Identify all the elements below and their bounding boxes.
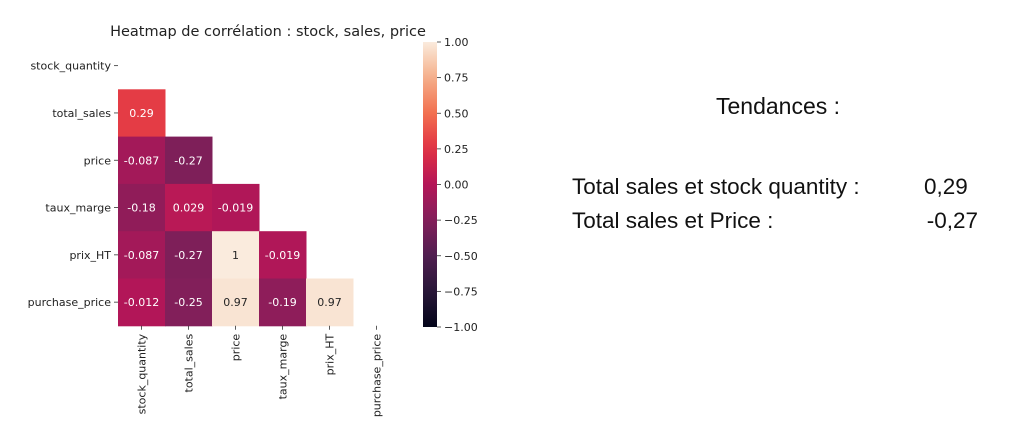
cell-value-label: -0.19 bbox=[268, 296, 296, 309]
colorbar-tick-label: −0.25 bbox=[444, 214, 478, 227]
correlation-heatmap: Heatmap de corrélation : stock, sales, p… bbox=[28, 24, 478, 418]
cell-value-label: 0.97 bbox=[317, 296, 342, 309]
colorbar-tick-label: 0.25 bbox=[444, 143, 469, 156]
colorbar-ticks: 1.00 0.75 0.50 0.25 0.00 −0.25 −0.50 −0.75 −1.00 bbox=[437, 36, 478, 334]
heatmap-cell bbox=[165, 231, 213, 279]
heatmap-cell bbox=[118, 136, 166, 185]
trend-row: Total sales et stock quantity : 0,29 bbox=[572, 170, 992, 204]
row-tick-label: price bbox=[84, 154, 112, 167]
cell-value-label: 0.029 bbox=[173, 202, 205, 215]
row-tick-label: prix_HT bbox=[69, 249, 111, 262]
colorbar-tick-label: 0.50 bbox=[444, 107, 469, 120]
trend-row: Total sales et Price : -0,27 bbox=[572, 204, 992, 238]
heatmap-cell bbox=[259, 278, 307, 327]
cell-value-label: -0.087 bbox=[124, 249, 159, 262]
cell-value-label: -0.087 bbox=[124, 154, 159, 167]
column-tick-label: purchase_price bbox=[371, 334, 384, 418]
colorbar-tick-label: −0.75 bbox=[444, 285, 478, 298]
heatmap-cell bbox=[165, 136, 213, 185]
cell-value-label: -0.012 bbox=[124, 296, 159, 309]
cell-value-label: -0.18 bbox=[127, 202, 155, 215]
heatmap-cell bbox=[259, 231, 307, 279]
trends-panel: Tendances : Total sales et stock quantit… bbox=[572, 93, 992, 238]
heatmap-cell bbox=[212, 278, 260, 327]
row-tick-label: taux_marge bbox=[45, 202, 111, 215]
heatmap-cell bbox=[212, 231, 260, 279]
row-tick-label: total_sales bbox=[52, 107, 111, 120]
cell-value-label: -0.019 bbox=[265, 249, 300, 262]
cell-value-label: 0.97 bbox=[223, 296, 248, 309]
heatmap-cell bbox=[118, 231, 166, 279]
heatmap-cell bbox=[118, 89, 166, 138]
trend-value: 0,29 bbox=[924, 174, 968, 199]
column-tick-label: total_sales bbox=[183, 334, 196, 393]
heatmap-cell bbox=[118, 183, 166, 232]
chart-title: Heatmap de corrélation : stock, sales, p… bbox=[110, 24, 426, 40]
cell-value-label: -0.27 bbox=[174, 154, 202, 167]
cell-value-label: 1 bbox=[232, 249, 239, 262]
colorbar bbox=[423, 42, 437, 327]
heatmap-cell bbox=[212, 183, 260, 232]
colorbar-tick-label: −0.50 bbox=[444, 250, 478, 263]
heatmap-cell bbox=[165, 183, 213, 232]
colorbar-tick-label: −1.00 bbox=[444, 321, 478, 334]
colorbar-tick-label: 1.00 bbox=[444, 36, 469, 49]
trend-label: Total sales et stock quantity : bbox=[572, 174, 860, 199]
cell-value-label: -0.27 bbox=[174, 249, 202, 262]
row-tick-label: purchase_price bbox=[28, 296, 112, 309]
trend-value: -0,27 bbox=[926, 208, 978, 233]
heatmap-cell bbox=[306, 278, 354, 327]
heatmap-cell bbox=[118, 278, 166, 327]
row-tick-label: stock_quantity bbox=[30, 60, 111, 73]
colorbar-tick-label: 0.75 bbox=[444, 72, 469, 85]
cell-value-label: 0.29 bbox=[129, 107, 154, 120]
column-tick-label: price bbox=[230, 334, 243, 362]
column-tick-labels: stock_quantity total_sales price taux_marge… bbox=[136, 325, 384, 418]
colorbar-tick-label: 0.00 bbox=[444, 179, 469, 192]
column-tick-label: stock_quantity bbox=[136, 333, 149, 414]
heatmap-cell bbox=[165, 278, 213, 327]
column-tick-label: prix_HT bbox=[324, 334, 337, 376]
column-tick-label: taux_marge bbox=[277, 334, 290, 400]
trends-title: Tendances : bbox=[715, 93, 841, 119]
trend-label: Total sales et Price : bbox=[572, 208, 774, 233]
cell-value-label: -0.25 bbox=[174, 296, 202, 309]
cell-value-label: -0.019 bbox=[218, 202, 253, 215]
heatmap-cells: 0.29 -0.087 -0.27 -0.18 0.029 -0.019 -0.087 -0.… bbox=[118, 89, 354, 327]
